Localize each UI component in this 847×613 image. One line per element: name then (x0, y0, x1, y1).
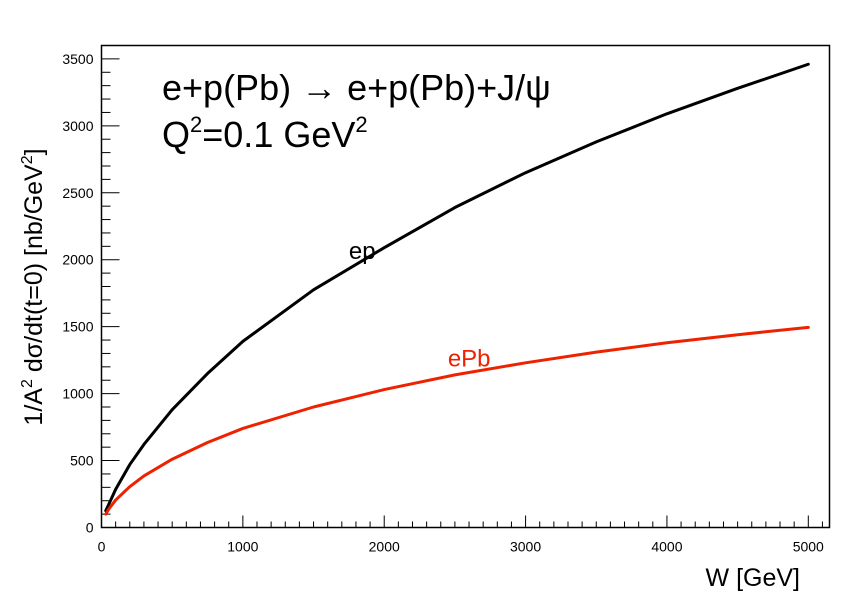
x-tick-label: 2000 (369, 539, 400, 555)
y-tick-label: 500 (70, 453, 94, 469)
ylabel-sup2: 2 (19, 155, 36, 164)
series-line-ep (104, 62, 810, 513)
x-tick-label: 0 (98, 539, 106, 555)
x-tick-label: 5000 (793, 539, 824, 555)
x-tick-label: 3000 (510, 539, 541, 555)
series-label-ep: ep (349, 238, 376, 265)
ylabel-part3: ] (20, 148, 48, 155)
ylabel-sup1: 2 (19, 379, 36, 388)
x-axis-title: W [GeV] (706, 564, 800, 592)
ylabel-part2: dσ/dt(t=0) [nb/GeV (20, 164, 48, 379)
y-tick-label: 1500 (62, 319, 93, 335)
title-q: Q (162, 114, 190, 155)
y-tick-label: 2500 (62, 185, 93, 201)
y-tick-label: 1000 (62, 386, 93, 402)
series-label-ePb: ePb (448, 345, 491, 372)
series-line-ePb (104, 325, 810, 516)
series-layer: ep ePb (104, 62, 810, 516)
chart-title-line2: Q2=0.1 GeV2 (162, 112, 368, 155)
y-axis-title: 1/A2 dσ/dt(t=0) [nb/GeV2] (19, 148, 48, 425)
chart-title-line1: e+p(Pb) → e+p(Pb)+J/ψ (162, 67, 551, 108)
x-tick-label: 1000 (227, 539, 258, 555)
y-tick-label: 3000 (62, 118, 93, 134)
y-tick-label: 0 (86, 520, 94, 536)
title-q-value: =0.1 GeV (202, 114, 355, 155)
ylabel-part1: 1/A (20, 388, 48, 426)
y-tick-label: 3500 (62, 51, 93, 67)
title-q-sup: 2 (190, 112, 202, 137)
x-tick-label: 4000 (651, 539, 682, 555)
y-tick-label: 2000 (62, 252, 93, 268)
ticks-layer: 0 1000 2000 3000 4000 5000 0 500 1000 1500 2000 250… (62, 45, 824, 555)
title-gev-sup: 2 (355, 112, 367, 137)
